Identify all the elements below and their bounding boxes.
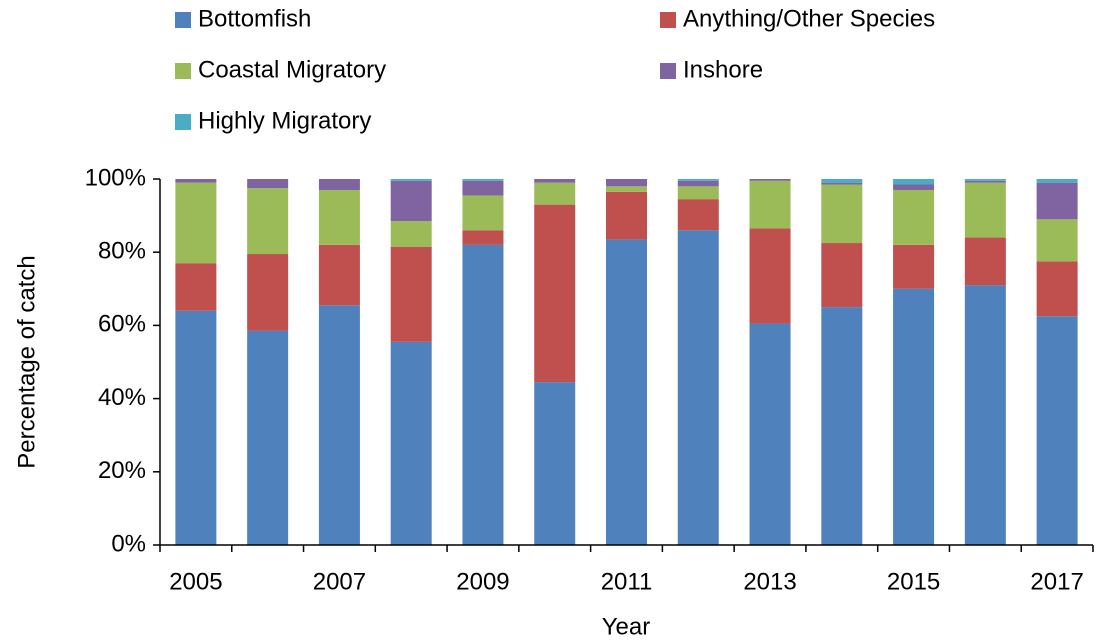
bar-segment bbox=[677, 230, 719, 546]
bar-segment bbox=[749, 180, 791, 229]
bar-segment bbox=[462, 180, 504, 196]
legend-label: Coastal Migratory bbox=[198, 56, 386, 83]
y-tick-label: 20% bbox=[98, 457, 146, 484]
bar-segment bbox=[821, 182, 863, 185]
bar-segment bbox=[462, 244, 504, 545]
bar-segment bbox=[534, 204, 576, 383]
legend-label: Inshore bbox=[683, 56, 763, 83]
bar-segment bbox=[821, 184, 863, 244]
legend-label: Anything/Other Species bbox=[683, 5, 935, 32]
bar-segment bbox=[462, 179, 504, 181]
bar-segment bbox=[677, 186, 719, 200]
bar-segment bbox=[318, 189, 360, 245]
bar-segment bbox=[893, 288, 935, 545]
x-tick-label: 2005 bbox=[169, 568, 222, 595]
bar-segment bbox=[821, 243, 863, 308]
bar-segment bbox=[534, 182, 576, 205]
legend-swatch bbox=[175, 114, 191, 130]
bar-segment bbox=[247, 179, 289, 189]
bar-segment bbox=[390, 180, 432, 222]
bar-segment bbox=[175, 263, 217, 311]
bar-segment bbox=[893, 184, 935, 190]
bar-segment bbox=[247, 188, 289, 255]
bar-segment bbox=[390, 221, 432, 247]
bar-segment bbox=[534, 179, 576, 183]
bar-segment bbox=[247, 330, 289, 545]
x-tick-label: 2015 bbox=[887, 568, 940, 595]
bar-segment bbox=[964, 237, 1006, 286]
bar-segment bbox=[893, 189, 935, 245]
x-tick-label: 2009 bbox=[456, 568, 509, 595]
x-tick-label: 2013 bbox=[743, 568, 796, 595]
y-tick-label: 40% bbox=[98, 384, 146, 411]
bar-segment bbox=[1036, 316, 1078, 545]
bar-segment bbox=[462, 195, 504, 231]
bar-segment bbox=[606, 239, 647, 545]
bar-segment bbox=[964, 180, 1006, 183]
bar-segment bbox=[462, 230, 504, 245]
bar-segment bbox=[677, 179, 719, 181]
legend-label: Bottomfish bbox=[198, 5, 311, 32]
y-tick-label: 100% bbox=[85, 164, 146, 191]
y-tick-label: 0% bbox=[111, 530, 146, 557]
bar-segment bbox=[964, 285, 1006, 545]
x-tick-label: 2017 bbox=[1030, 568, 1083, 595]
bar-segment bbox=[318, 244, 360, 306]
y-tick-label: 80% bbox=[98, 238, 146, 265]
y-axis-title: Percentage of catch bbox=[13, 255, 40, 468]
bar-segment bbox=[964, 179, 1006, 181]
x-tick-label: 2011 bbox=[601, 568, 653, 595]
bar-segment bbox=[175, 179, 217, 183]
bar-segment bbox=[1036, 219, 1078, 262]
bar-segment bbox=[893, 179, 935, 185]
legend-swatch bbox=[175, 63, 191, 79]
y-tick-label: 60% bbox=[98, 311, 146, 338]
x-axis-title: Year bbox=[602, 613, 651, 640]
bar-segment bbox=[390, 179, 432, 181]
bar-segment bbox=[247, 254, 289, 331]
bar-segment bbox=[677, 199, 719, 231]
bar-segment bbox=[749, 323, 791, 545]
bar-segment bbox=[1036, 261, 1078, 317]
bar-segment bbox=[1036, 179, 1078, 183]
bar-segment bbox=[1036, 182, 1078, 220]
bar-segment bbox=[175, 310, 217, 545]
legend-swatch bbox=[175, 12, 191, 28]
bar-segment bbox=[318, 179, 360, 190]
bar-segment bbox=[821, 179, 863, 183]
bar-segment bbox=[606, 191, 647, 240]
bar-segment bbox=[606, 186, 647, 192]
bar-segment bbox=[318, 305, 360, 545]
bar-segment bbox=[175, 182, 217, 264]
legend-swatch bbox=[660, 12, 676, 28]
bar-segment bbox=[677, 180, 719, 187]
bar-segment bbox=[390, 246, 432, 342]
legend-swatch bbox=[660, 63, 676, 79]
bar-segment bbox=[749, 179, 791, 181]
x-tick-label: 2007 bbox=[313, 568, 366, 595]
bar-segment bbox=[390, 341, 432, 545]
bar-segment bbox=[893, 244, 935, 289]
bar-segment bbox=[749, 228, 791, 324]
legend-label: Highly Migratory bbox=[198, 107, 371, 134]
bar-segment bbox=[606, 179, 647, 187]
bar-segment bbox=[534, 382, 576, 545]
bar-segment bbox=[964, 182, 1006, 238]
bar-segment bbox=[821, 307, 863, 545]
